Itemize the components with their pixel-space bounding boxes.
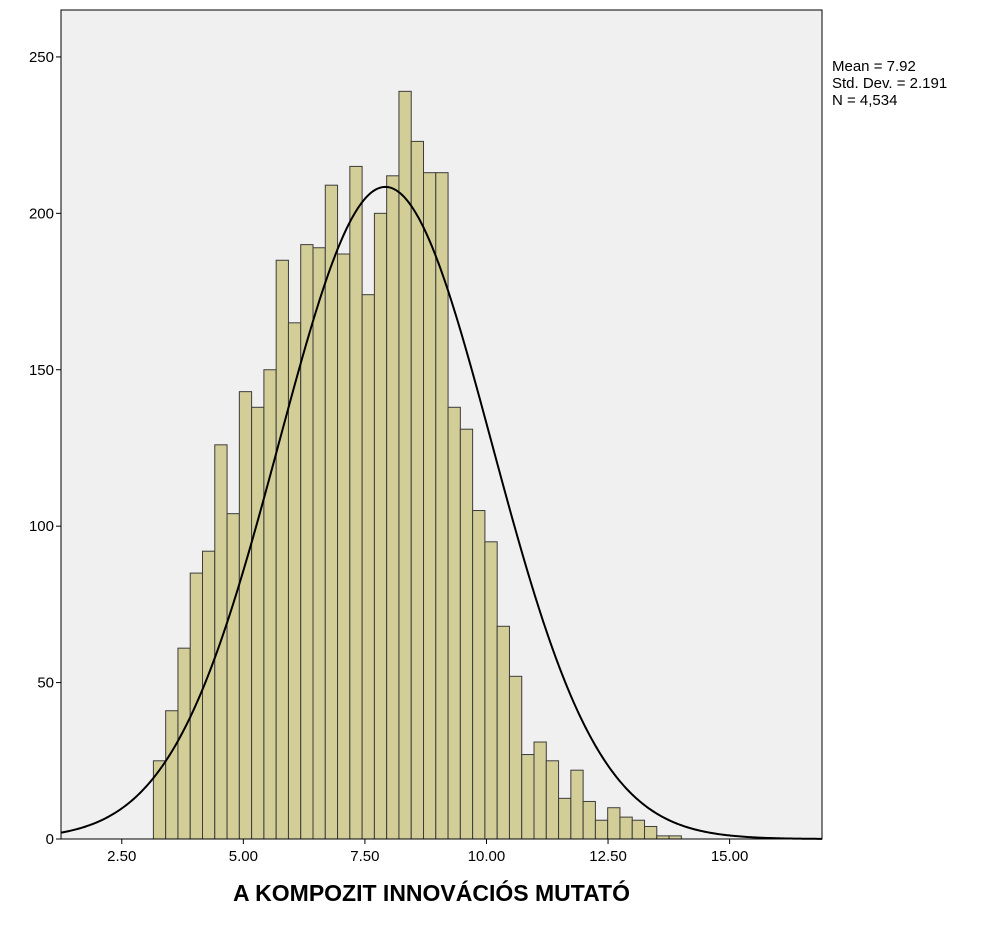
histogram-bar xyxy=(619,816,633,840)
histogram-bar xyxy=(594,819,609,840)
histogram-bar xyxy=(423,172,437,840)
histogram-bar xyxy=(251,406,265,840)
axis-ticks: 2.50 5.00 7.50 10.00 12.50 15.00 0 50 100 150 200 2… xyxy=(29,49,748,865)
y-tick-label: 50 xyxy=(37,675,54,692)
histogram-bar xyxy=(275,259,289,840)
y-tick-label: 100 xyxy=(29,518,54,535)
normal-curve xyxy=(60,185,823,840)
histogram-bar xyxy=(459,428,474,840)
histogram-bar xyxy=(165,710,179,840)
histogram-bar xyxy=(337,253,351,840)
histogram-bar xyxy=(607,807,621,840)
x-tick-label: 12.50 xyxy=(589,848,627,865)
y-tick-label: 150 xyxy=(29,362,54,379)
histogram-bar xyxy=(496,625,510,840)
histogram-bar xyxy=(521,754,535,840)
histogram-bar xyxy=(484,541,498,840)
histogram-bar xyxy=(582,800,596,840)
histogram-bar xyxy=(152,760,167,840)
histogram-bar xyxy=(545,760,560,840)
x-axis-title: A KOMPOZIT INNOVÁCIÓS MUTATÓ xyxy=(233,879,630,906)
histogram-bar xyxy=(312,247,326,840)
histogram-bar xyxy=(263,369,277,840)
histogram-bar xyxy=(361,294,375,840)
x-tick-label: 7.50 xyxy=(350,848,379,865)
histogram-bars xyxy=(152,90,682,840)
histogram-bar xyxy=(472,510,486,840)
histogram-bar xyxy=(349,165,363,840)
histogram-bar xyxy=(644,825,658,840)
y-tick-label: 200 xyxy=(29,205,54,222)
histogram-bar xyxy=(447,406,461,840)
x-tick-label: 5.00 xyxy=(229,848,258,865)
axes xyxy=(60,10,822,840)
histogram-bar xyxy=(202,550,216,840)
x-tick-label: 15.00 xyxy=(711,848,749,865)
histogram-bar xyxy=(300,244,314,840)
histogram-bar xyxy=(558,797,572,840)
histogram-bar xyxy=(631,819,646,840)
histogram-bar xyxy=(508,675,523,840)
x-tick-label: 2.50 xyxy=(107,848,136,865)
histogram-bar xyxy=(410,140,425,840)
histogram-bar xyxy=(570,769,584,840)
histogram-bar xyxy=(324,184,339,840)
histogram-bar xyxy=(533,741,547,840)
histogram-bar xyxy=(226,513,240,840)
histogram-bar xyxy=(386,175,400,840)
histogram-bar xyxy=(238,391,253,840)
y-tick-label: 0 xyxy=(46,831,54,848)
y-tick-label: 250 xyxy=(29,49,54,66)
n-stat: N = 4,534 xyxy=(832,92,898,109)
mean-stat: Mean = 7.92 xyxy=(832,58,916,75)
std-dev-stat: Std. Dev. = 2.191 xyxy=(832,75,948,92)
histogram-bar xyxy=(177,647,191,840)
histogram-bar xyxy=(373,212,388,840)
x-tick-label: 10.00 xyxy=(468,848,506,865)
statistics-box: Mean = 7.92 Std. Dev. = 2.191 N = 4,534 xyxy=(832,58,947,109)
